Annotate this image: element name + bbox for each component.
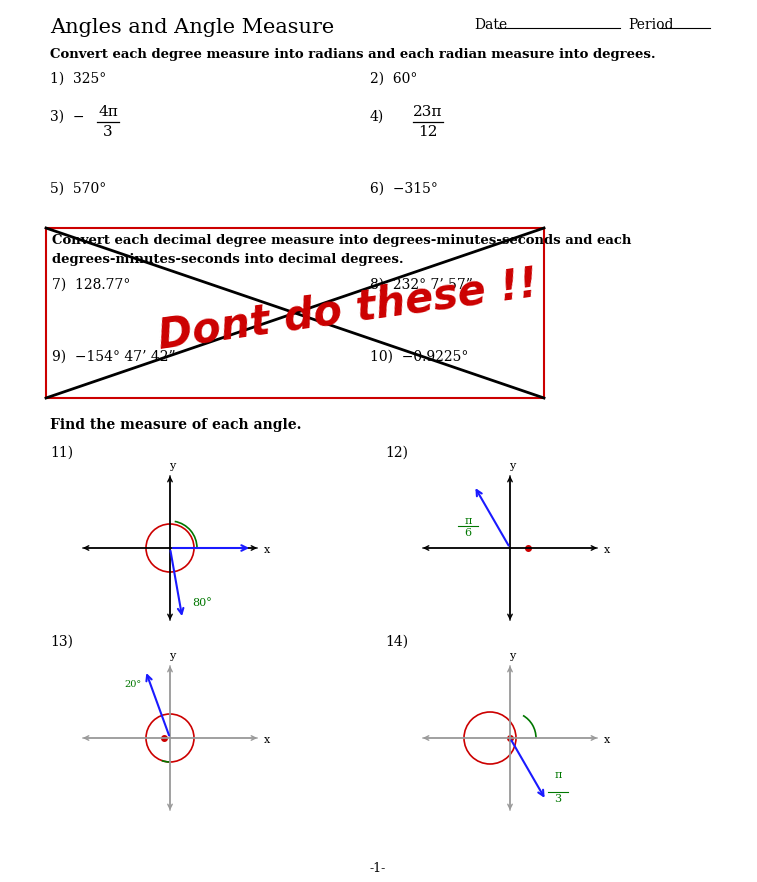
Text: 6: 6 (465, 528, 472, 538)
Text: 3: 3 (103, 125, 113, 139)
Text: y: y (169, 461, 175, 471)
Text: x: x (604, 545, 610, 555)
Text: 80°: 80° (192, 598, 212, 608)
Text: y: y (509, 461, 515, 471)
Text: 3: 3 (554, 794, 562, 804)
Text: 12: 12 (419, 125, 438, 139)
Text: 1)  325°: 1) 325° (50, 72, 106, 86)
Text: y: y (169, 651, 175, 661)
Text: 20°: 20° (124, 680, 141, 689)
Text: x: x (264, 545, 270, 555)
Text: 5)  570°: 5) 570° (50, 182, 106, 196)
Text: degrees-minutes-seconds into decimal degrees.: degrees-minutes-seconds into decimal deg… (52, 253, 403, 266)
Text: x: x (264, 735, 270, 745)
Text: π: π (464, 516, 472, 526)
Text: 2)  60°: 2) 60° (370, 72, 417, 86)
Text: x: x (604, 735, 610, 745)
Text: 10)  −0.9225°: 10) −0.9225° (370, 350, 469, 364)
Text: Dont do these !!: Dont do these !! (155, 263, 540, 357)
Text: 7)  128.77°: 7) 128.77° (52, 278, 130, 292)
Text: 8)  232° 7’ 57”: 8) 232° 7’ 57” (370, 278, 473, 292)
Text: -1-: -1- (370, 862, 386, 875)
Text: 9)  −154° 47’ 42”: 9) −154° 47’ 42” (52, 350, 176, 364)
Text: 23π: 23π (413, 105, 443, 119)
Text: Date: Date (474, 18, 507, 32)
Text: y: y (509, 651, 515, 661)
Text: 13): 13) (50, 635, 73, 649)
Text: π: π (554, 770, 562, 780)
Text: Angles and Angle Measure: Angles and Angle Measure (50, 18, 335, 37)
Text: Convert each decimal degree measure into degrees-minutes-seconds and each: Convert each decimal degree measure into… (52, 234, 631, 247)
Text: 12): 12) (385, 446, 408, 460)
Text: 14): 14) (385, 635, 408, 649)
Text: 11): 11) (50, 446, 73, 460)
Text: Find the measure of each angle.: Find the measure of each angle. (50, 418, 301, 432)
Bar (46, 228, 544, 398)
Text: 3)  −: 3) − (50, 110, 85, 124)
Text: 6)  −315°: 6) −315° (370, 182, 438, 196)
Text: Period: Period (628, 18, 674, 32)
Text: 4): 4) (370, 110, 385, 124)
Text: Convert each degree measure into radians and each radian measure into degrees.: Convert each degree measure into radians… (50, 48, 656, 61)
Text: 4π: 4π (98, 105, 118, 119)
